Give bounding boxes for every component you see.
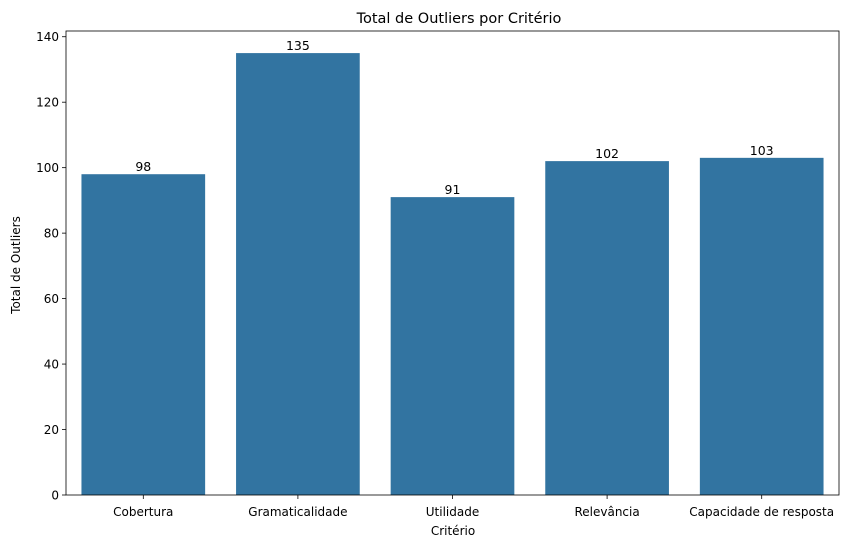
bars-layer	[81, 53, 824, 496]
bar-4	[699, 157, 824, 496]
value-label-2: 91	[445, 182, 461, 197]
y-axis-title: Total de Outliers	[9, 216, 23, 315]
x-tick-label-4: Capacidade de resposta	[689, 505, 834, 519]
x-tick-label-0: Cobertura	[113, 505, 173, 519]
x-tick-label-3: Relevância	[574, 505, 639, 519]
value-label-3: 102	[595, 146, 619, 161]
value-label-4: 103	[750, 143, 774, 158]
y-tick-label-6: 120	[36, 96, 59, 110]
ticks-layer: Cobertura Gramaticalidade Utilidade Relevân…	[36, 30, 834, 519]
y-tick-label-3: 60	[44, 292, 59, 306]
y-tick-label-4: 80	[44, 227, 59, 241]
x-tick-label-2: Utilidade	[426, 505, 479, 519]
y-tick-label-2: 40	[44, 358, 59, 372]
x-axis-title: Critério	[431, 524, 475, 538]
y-tick-label-7: 140	[36, 30, 59, 44]
y-tick-label-1: 20	[44, 423, 59, 437]
value-labels-layer: 98 135 91 102 103	[135, 38, 773, 197]
bar-3	[545, 161, 669, 496]
y-tick-label-5: 100	[36, 161, 59, 175]
bar-1	[236, 53, 360, 495]
x-tick-label-1: Gramaticalidade	[248, 505, 347, 519]
value-label-1: 135	[286, 38, 310, 53]
bar-2	[390, 197, 515, 495]
y-tick-label-0: 0	[51, 489, 59, 503]
bar-0	[81, 174, 206, 495]
chart-title: Total de Outliers por Critério	[356, 11, 562, 27]
value-label-0: 98	[135, 159, 151, 174]
